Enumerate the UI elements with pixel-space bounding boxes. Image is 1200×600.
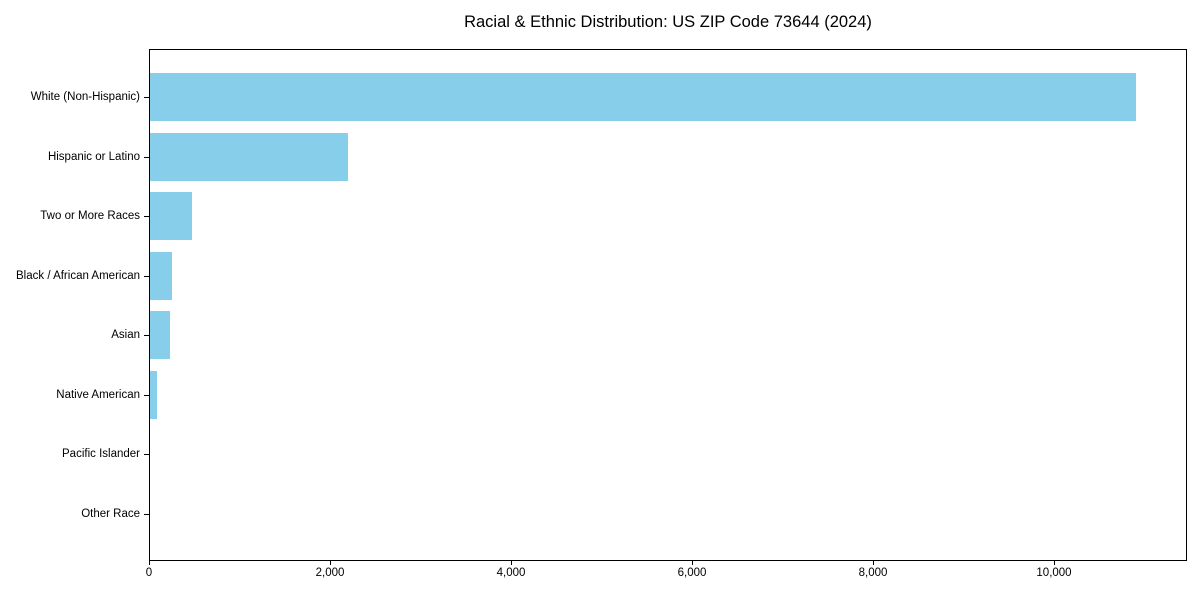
xtick-label-0: 0 — [145, 567, 153, 579]
ytick-mark — [144, 513, 149, 515]
ytick-label-two-or-more-races: Two or More Races — [40, 210, 140, 223]
xtick-mark — [692, 561, 693, 565]
xtick-mark — [149, 561, 150, 565]
bar-hispanic-or-latino — [150, 132, 348, 181]
xtick-mark — [873, 561, 874, 565]
ytick-label-asian: Asian — [111, 329, 140, 342]
xtick-label-4000: 4,000 — [496, 567, 526, 579]
ytick-mark — [144, 97, 149, 98]
ytick-label-pacific-islander: Pacific Islander — [62, 448, 140, 461]
ytick-label-native-american: Native American — [56, 388, 140, 401]
chart-title: Racial & Ethnic Distribution: US ZIP Cod… — [464, 13, 872, 31]
xtick-label-6000: 6,000 — [677, 567, 707, 579]
ytick-mark — [144, 275, 149, 277]
ytick-mark — [144, 216, 149, 218]
ytick-mark — [144, 335, 149, 337]
ytick-mark — [144, 156, 149, 158]
ytick-mark — [144, 394, 149, 396]
bar-black-african-american — [150, 251, 172, 300]
ytick-label-white-non-hispanic: White (Non-Hispanic) — [30, 91, 140, 103]
xtick-mark — [330, 561, 331, 565]
bar-native-american — [150, 370, 157, 419]
xtick-label-10000: 10,000 — [1036, 567, 1072, 579]
ytick-label-hispanic-or-latino: Hispanic or Latino — [47, 150, 140, 163]
bar-white-non-hispanic — [150, 73, 1136, 121]
bar-asian — [150, 311, 170, 360]
ytick-label-other-race: Other Race — [81, 507, 140, 520]
xtick-label-2000: 2,000 — [315, 567, 345, 579]
xtick-label-8000: 8,000 — [858, 567, 888, 579]
xtick-mark — [511, 561, 512, 565]
plot-area — [149, 49, 1187, 561]
bar-two-or-more-races — [150, 192, 192, 241]
ytick-mark — [144, 454, 149, 456]
xtick-mark — [1054, 561, 1055, 565]
ytick-label-black-african-american: Black / African American — [16, 269, 140, 282]
